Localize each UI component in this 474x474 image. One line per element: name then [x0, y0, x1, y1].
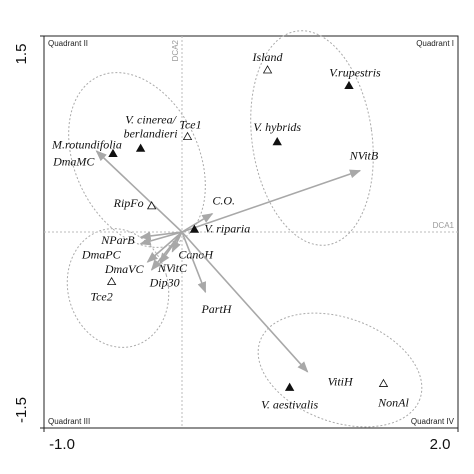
point — [182, 131, 193, 141]
vector-label: PartH — [200, 302, 232, 316]
point-label: NonAl — [377, 395, 409, 409]
axis-label: DCA1 — [433, 221, 455, 230]
vector-label: DmaPC — [81, 248, 122, 262]
point-label: M.rotundifolia — [51, 137, 122, 151]
point — [272, 137, 282, 146]
vector — [139, 231, 183, 246]
point-label: V.rupestris — [329, 65, 381, 79]
quadrant-label: Quadrant III — [48, 417, 90, 426]
point-label-line: Tce2 — [91, 289, 113, 303]
vector-label: NVitC — [157, 261, 188, 275]
point — [344, 80, 354, 90]
point-label-line: V. riparia — [204, 221, 250, 235]
group-ellipse — [250, 30, 374, 246]
vector-label: NParB — [100, 233, 135, 247]
point-label-line: NonAl — [377, 395, 409, 409]
point — [106, 276, 117, 286]
point-label-line: RipFo — [113, 196, 144, 210]
point-label: RipFo — [113, 196, 144, 210]
vector — [139, 231, 183, 241]
x-tick-label: 2.0 — [430, 436, 451, 453]
point-label-line: Island — [252, 50, 284, 64]
point-label-line: V. cinerea/ — [125, 112, 177, 126]
vector — [146, 231, 183, 263]
point-label: V. aestivalis — [261, 397, 318, 411]
point-label: Tce1 — [179, 117, 201, 131]
vector-label: DmaVC — [104, 262, 145, 276]
vector — [150, 231, 183, 271]
quadrant-label: Quadrant IV — [411, 417, 455, 426]
point-label-line: V.rupestris — [329, 65, 381, 79]
point-label: V. hybrids — [253, 120, 301, 134]
x-tick-label: -1.0 — [49, 436, 75, 453]
vector — [95, 150, 183, 233]
point-label-line: M.rotundifolia — [51, 137, 122, 151]
point-label: Tce2 — [91, 289, 113, 303]
y-tick-label: 1.5 — [13, 44, 30, 65]
group-ellipse — [66, 228, 170, 348]
quadrant-label: Quadrant I — [416, 39, 454, 48]
vector-label: C.O. — [212, 193, 235, 207]
point-label-line: Tce1 — [179, 117, 201, 131]
group-ellipse — [257, 312, 423, 428]
quadrant-label: Quadrant II — [48, 39, 88, 48]
point — [378, 378, 389, 387]
point — [135, 143, 146, 152]
vector-label: DmaMC — [52, 155, 95, 169]
vector-label: Dip30 — [149, 276, 180, 290]
vector-label: CanoH — [178, 247, 214, 261]
point-label: V. cinerea/berlandieri — [124, 112, 178, 140]
point-label: Island — [252, 50, 284, 64]
vector-label: VitiH — [328, 375, 354, 389]
vector-label: NVitB — [349, 148, 379, 162]
vector — [181, 231, 207, 294]
point-label-line: V. aestivalis — [261, 397, 318, 411]
axis-label: DCA2 — [171, 39, 180, 61]
point — [284, 382, 295, 391]
point — [108, 148, 118, 157]
point-label-line: V. hybrids — [253, 120, 301, 134]
y-tick-label: -1.5 — [13, 397, 30, 423]
point — [189, 224, 200, 233]
point — [262, 65, 273, 74]
point-label-line: berlandieri — [124, 126, 178, 140]
point — [146, 201, 157, 210]
vector — [181, 231, 309, 373]
vector — [181, 213, 214, 233]
point-label: V. riparia — [204, 221, 250, 235]
